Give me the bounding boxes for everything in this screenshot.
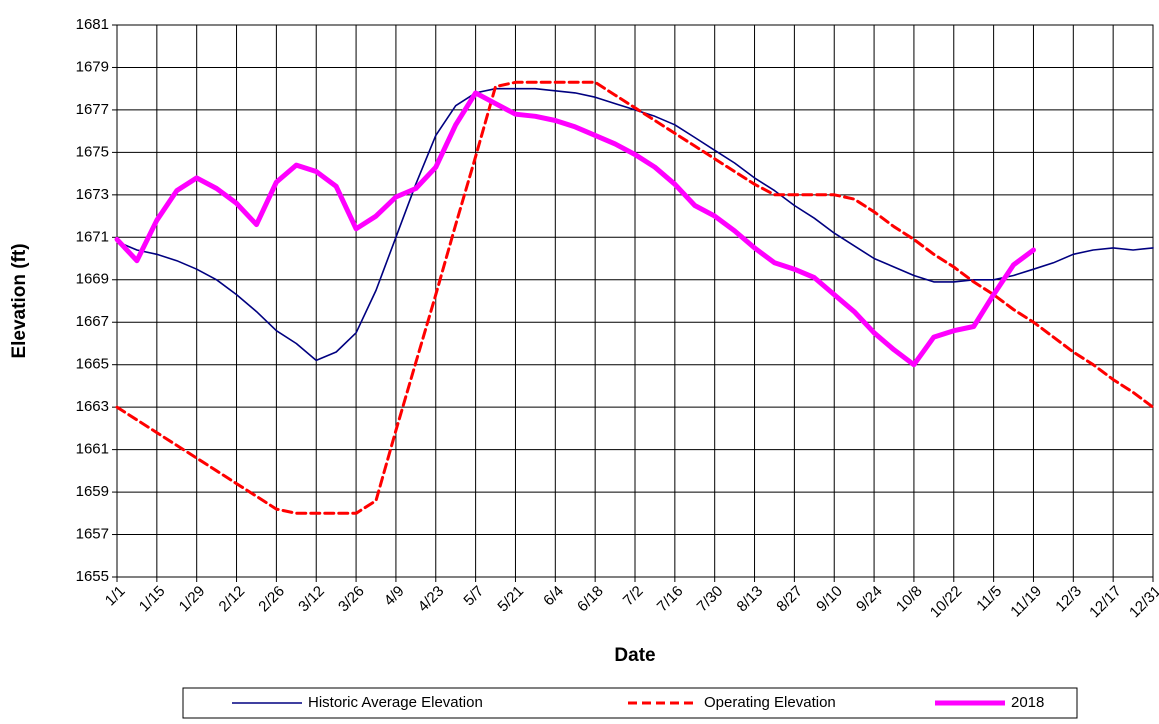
y-tick-label: 1655 bbox=[76, 568, 109, 585]
x-tick-label: 1/15 bbox=[136, 583, 169, 616]
y-tick-label: 1669 bbox=[76, 271, 109, 288]
y-tick-label: 1657 bbox=[76, 526, 109, 543]
x-tick-label: 3/12 bbox=[295, 583, 328, 616]
x-tick-label: 3/26 bbox=[335, 583, 368, 616]
y-tick-label: 1677 bbox=[76, 101, 109, 118]
x-tick-label: 11/5 bbox=[973, 583, 1005, 615]
x-tick-label: 12/31 bbox=[1126, 583, 1159, 622]
series-line bbox=[114, 90, 1036, 368]
legend-label: 2018 bbox=[1011, 694, 1044, 711]
x-tick-label: 4/23 bbox=[415, 583, 448, 616]
x-tick-label: 6/18 bbox=[574, 583, 607, 616]
x-tick-label: 1/29 bbox=[176, 583, 209, 616]
x-tick-label: 8/13 bbox=[734, 583, 767, 616]
y-tick-label: 1665 bbox=[76, 356, 109, 373]
x-tick-label: 12/3 bbox=[1052, 583, 1085, 616]
x-tick-label: 5/21 bbox=[494, 583, 527, 616]
x-tick-label: 2/12 bbox=[216, 583, 249, 616]
x-tick-label: 10/8 bbox=[893, 583, 926, 616]
x-tick-label: 6/4 bbox=[540, 583, 567, 610]
x-tick-label: 9/10 bbox=[813, 583, 846, 616]
y-axis-title: Elevation (ft) bbox=[9, 243, 30, 358]
y-tick-label: 1661 bbox=[76, 441, 109, 458]
x-tick-label: 10/22 bbox=[927, 583, 966, 622]
legend-label: Historic Average Elevation bbox=[308, 694, 483, 711]
y-tick-label: 1659 bbox=[76, 483, 109, 500]
y-tick-label: 1679 bbox=[76, 58, 109, 75]
y-tick-label: 1667 bbox=[76, 313, 109, 330]
x-tick-label: 7/30 bbox=[694, 583, 727, 616]
plot-border bbox=[116, 24, 1154, 578]
x-tick-label: 2/26 bbox=[255, 583, 288, 616]
x-tick-label: 7/16 bbox=[654, 583, 687, 616]
x-tick-label: 11/19 bbox=[1007, 583, 1045, 621]
x-tick-label: 7/2 bbox=[620, 583, 647, 610]
y-tick-label: 1673 bbox=[76, 186, 109, 203]
series-line bbox=[116, 87, 1154, 362]
x-tick-label: 12/17 bbox=[1086, 583, 1125, 622]
x-tick-label: 1/1 bbox=[102, 583, 129, 610]
x-axis-title: Date bbox=[614, 645, 655, 666]
x-tick-label: 8/27 bbox=[773, 583, 806, 616]
y-tick-label: 1681 bbox=[76, 16, 109, 33]
x-tick-label: 9/24 bbox=[853, 583, 886, 616]
legend-label: Operating Elevation bbox=[704, 694, 836, 711]
y-tick-label: 1671 bbox=[76, 228, 109, 245]
y-tick-label: 1663 bbox=[76, 398, 109, 415]
x-tick-label: 5/7 bbox=[460, 583, 487, 610]
x-tick-label: 4/9 bbox=[381, 583, 408, 610]
y-tick-label: 1675 bbox=[76, 143, 109, 160]
series-line bbox=[115, 80, 1155, 515]
